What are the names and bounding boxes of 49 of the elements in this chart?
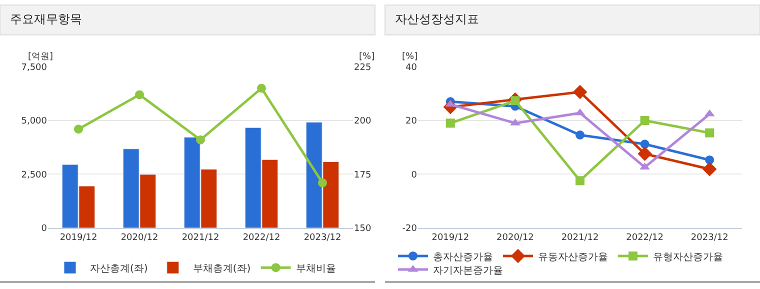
legend-label: 유동자산증가율 <box>538 252 608 263</box>
point <box>446 118 455 128</box>
point <box>705 128 714 138</box>
y2-tick-label: 225 <box>354 62 372 73</box>
point <box>576 176 584 186</box>
point <box>640 140 650 149</box>
point <box>638 146 652 161</box>
y-tick-label: 2,500 <box>21 170 48 180</box>
point <box>318 178 327 188</box>
x-tick-label: 2023/12 <box>304 232 342 243</box>
y-tick-label: -20 <box>402 224 418 234</box>
y-tick-label: 5,000 <box>21 116 48 127</box>
y-tick-label: 20 <box>406 116 418 127</box>
legend-label: 자기자본증가율 <box>433 265 503 276</box>
legend-label: 부채총계(좌) <box>192 263 251 274</box>
chart-title: 주요재무항목 <box>10 12 82 26</box>
point <box>135 90 144 100</box>
legend-label: 부채비율 <box>296 263 336 274</box>
point <box>257 84 266 93</box>
legend-label: 자산총계(좌) <box>90 263 148 274</box>
x-tick-label: 2020/12 <box>120 232 158 243</box>
point <box>572 84 588 100</box>
y-tick-label: 7,500 <box>21 62 48 73</box>
x-tick-label: 2022/12 <box>242 232 280 243</box>
y-tick-label: 0 <box>41 224 48 234</box>
x-tick-label: 2019/12 <box>60 232 98 243</box>
y-tick-label: 40 <box>406 62 418 73</box>
point <box>705 155 714 164</box>
x-tick-label: 2021/12 <box>182 232 220 243</box>
x-tick-label: 2022/12 <box>626 232 664 243</box>
point <box>640 116 650 125</box>
point <box>576 130 584 140</box>
legend-label: 유형자산증가율 <box>653 252 723 263</box>
chart-title: 자산성장성지표 <box>395 12 479 26</box>
y2-tick-label: 175 <box>354 170 372 180</box>
y2-axis-title: [%] <box>359 52 375 62</box>
x-tick-label: 2021/12 <box>561 232 599 243</box>
y-axis-title: [%] <box>402 52 418 62</box>
y2-tick-label: 200 <box>354 116 372 127</box>
y-tick-label: 0 <box>411 170 418 180</box>
y-axis-title: [억원] <box>28 52 54 62</box>
x-tick-label: 2019/12 <box>432 232 470 243</box>
y2-tick-label: 150 <box>354 224 372 234</box>
legend-label: 총자산증가율 <box>433 252 493 263</box>
x-tick-label: 2020/12 <box>496 232 534 243</box>
point <box>74 124 83 134</box>
x-tick-label: 2023/12 <box>690 232 728 243</box>
point <box>702 162 717 176</box>
point <box>196 135 205 144</box>
